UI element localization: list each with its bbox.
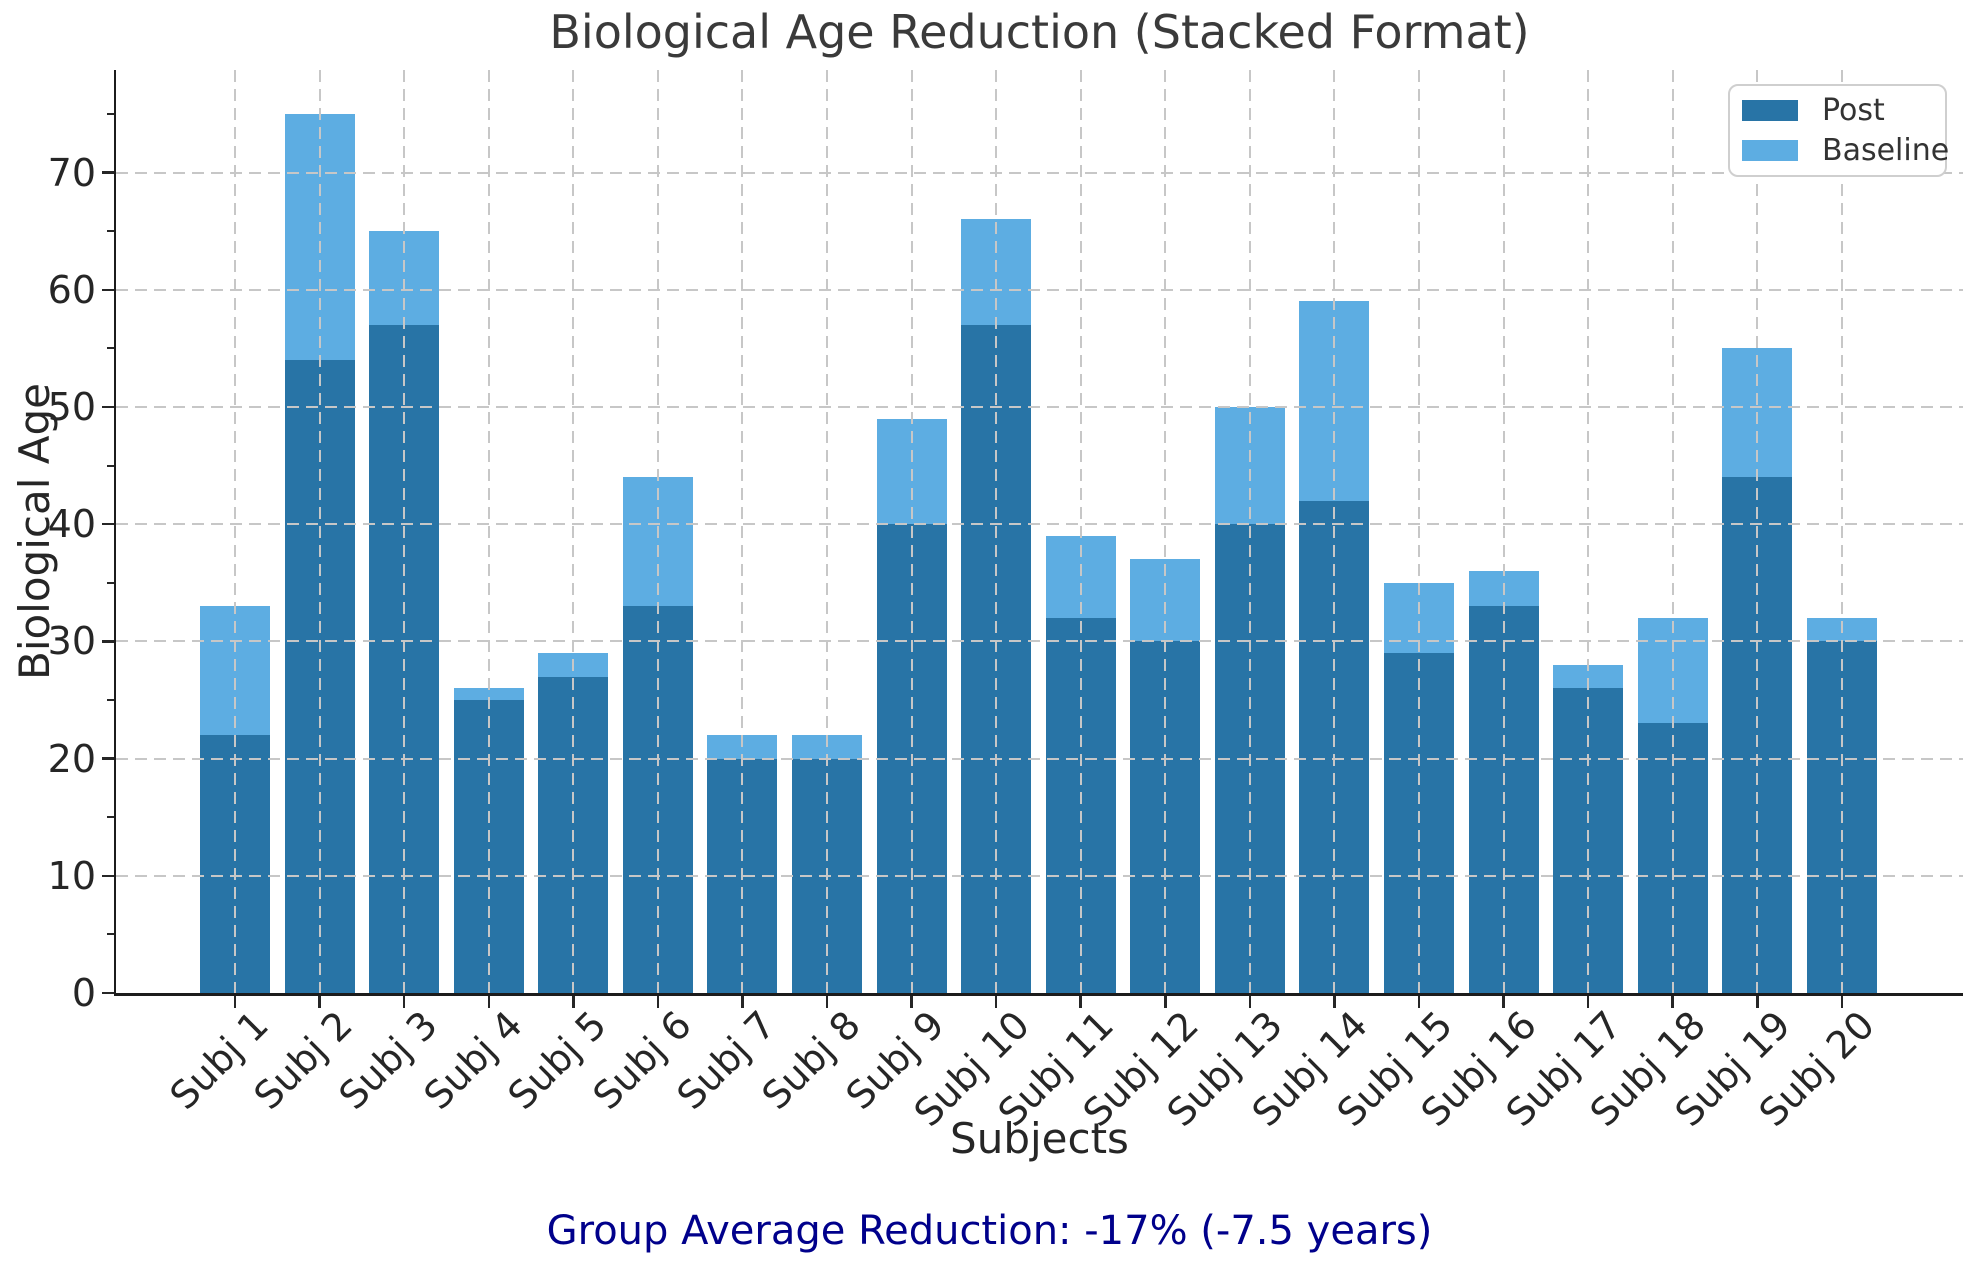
x-gridline-4 [487, 70, 490, 993]
y-tick-label-70: 70 [47, 150, 96, 195]
x-gridline-13 [1248, 70, 1251, 993]
y-tick-label-60: 60 [47, 267, 96, 312]
x-gridline-14 [1333, 70, 1336, 993]
y-tick-40 [101, 522, 114, 526]
legend-item-baseline: Baseline [1742, 134, 1949, 167]
y-minor-tick-45 [106, 464, 114, 467]
x-gridline-19 [1756, 70, 1759, 993]
y-tick-50 [101, 405, 114, 409]
x-gridline-9 [910, 70, 913, 993]
x-tick-10 [994, 995, 998, 1008]
x-gridline-11 [1079, 70, 1082, 993]
y-tick-label-30: 30 [47, 619, 96, 664]
y-minor-tick-25 [106, 699, 114, 701]
legend-swatch-post [1742, 100, 1798, 121]
x-tick-2 [318, 995, 321, 1008]
x-tick-20 [1840, 995, 1844, 1008]
y-gridline-10 [116, 874, 1963, 877]
y-tick-label-10: 10 [47, 853, 96, 898]
y-tick-label-40: 40 [47, 502, 96, 547]
x-gridline-8 [826, 70, 828, 993]
x-gridline-6 [656, 70, 659, 993]
x-tick-5 [572, 995, 575, 1008]
x-tick-17 [1586, 995, 1590, 1008]
y-tick-60 [101, 288, 114, 291]
y-tick-label-20: 20 [47, 736, 96, 781]
x-tick-19 [1756, 995, 1759, 1008]
x-gridline-3 [403, 70, 406, 993]
y-minor-tick-15 [106, 816, 114, 819]
x-gridline-16 [1502, 70, 1505, 993]
y-gridline-70 [116, 171, 1963, 174]
x-gridline-7 [741, 70, 744, 993]
y-minor-tick-5 [106, 933, 114, 936]
y-minor-tick-55 [106, 347, 114, 350]
legend-item-post: Post [1742, 92, 1933, 128]
x-tick-9 [910, 995, 913, 1008]
x-tick-13 [1248, 995, 1252, 1008]
y-tick-label-0: 0 [71, 971, 96, 1015]
x-tick-3 [402, 995, 406, 1008]
legend-label-post: Post [1822, 92, 1885, 128]
x-axis-spine [113, 993, 1963, 996]
y-gridline-60 [116, 288, 1963, 291]
x-gridline-10 [995, 70, 998, 993]
x-gridline-17 [1587, 70, 1590, 993]
x-tick-7 [741, 995, 744, 1008]
y-minor-tick-35 [106, 581, 114, 584]
x-tick-1 [233, 995, 237, 1008]
x-gridline-12 [1164, 70, 1167, 993]
x-tick-14 [1333, 995, 1336, 1008]
x-gridline-1 [234, 70, 236, 993]
y-gridline-40 [116, 523, 1963, 526]
y-tick-label-50: 50 [47, 385, 96, 429]
y-tick-20 [101, 757, 114, 760]
legend-swatch-baseline [1742, 140, 1798, 161]
x-tick-15 [1417, 995, 1421, 1008]
y-minor-tick-65 [106, 230, 114, 233]
y-minor-tick-75 [106, 113, 114, 115]
y-tick-10 [101, 874, 114, 877]
y-gridline-20 [116, 757, 1963, 760]
x-gridline-15 [1418, 70, 1420, 993]
x-gridline-2 [318, 70, 321, 993]
y-tick-30 [101, 640, 114, 643]
x-tick-16 [1502, 995, 1505, 1008]
x-tick-8 [825, 995, 829, 1008]
x-tick-6 [656, 995, 660, 1008]
x-tick-18 [1671, 995, 1674, 1008]
y-axis-spine [113, 70, 116, 996]
legend: Post Baseline [1728, 84, 1949, 177]
y-tick-70 [101, 171, 114, 174]
y-tick-0 [101, 991, 114, 995]
chart-title: Biological Age Reduction (Stacked Format… [549, 5, 1530, 59]
grid-layer [116, 70, 1963, 993]
x-tick-12 [1164, 995, 1167, 1008]
y-gridline-50 [116, 406, 1963, 408]
x-gridline-20 [1840, 70, 1843, 993]
plot-area [116, 70, 1963, 993]
y-gridline-30 [116, 640, 1963, 643]
x-gridline-18 [1671, 70, 1674, 993]
legend-label-baseline: Baseline [1822, 132, 1950, 168]
x-tick-4 [487, 995, 490, 1008]
x-tick-11 [1079, 995, 1082, 1008]
x-axis-label: Subjects [950, 1114, 1129, 1163]
caption: Group Average Reduction: -17% (-7.5 year… [546, 1208, 1433, 1254]
x-gridline-5 [572, 70, 575, 993]
